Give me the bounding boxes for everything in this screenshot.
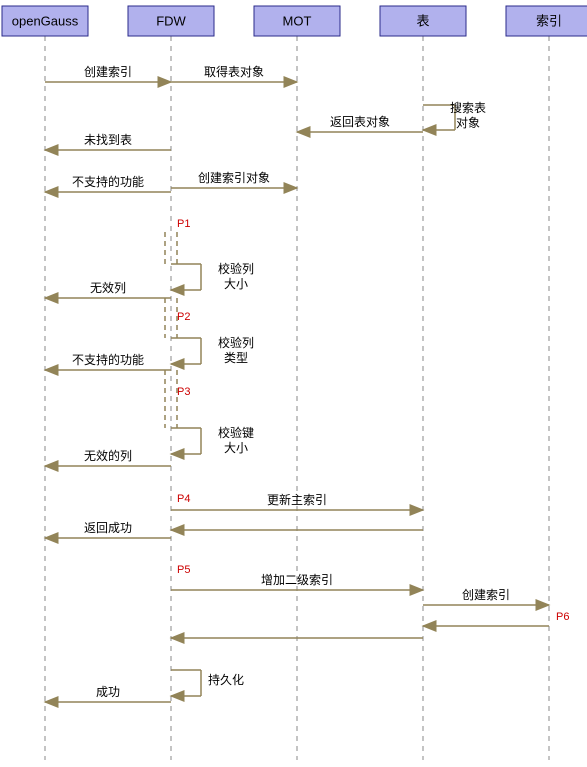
message-label: 返回成功 — [84, 521, 132, 535]
message-label: 返回表对象 — [330, 115, 390, 129]
message-label: 未找到表 — [84, 133, 132, 147]
p-label: P4 — [177, 493, 190, 505]
message-label: 校验列 — [218, 335, 254, 350]
p-label: P6 — [556, 611, 569, 623]
participant-label: MOT — [283, 13, 312, 28]
participant-label: FDW — [156, 13, 186, 28]
p-label: P2 — [177, 311, 190, 323]
message-label: 对象 — [456, 116, 480, 130]
message-label: 无效的列 — [84, 448, 132, 463]
message-label: 大小 — [224, 441, 248, 455]
message-label: 不支持的功能 — [72, 174, 144, 189]
message-label: 类型 — [224, 351, 248, 365]
message-label: 增加二级索引 — [261, 573, 333, 587]
message-label: 创建索引 — [84, 65, 132, 79]
participant-label: openGauss — [12, 13, 79, 28]
message-label-group: 校验列大小 — [218, 261, 254, 291]
sequence-diagram: openGauss FDW MOT 表 索引创建索引 取得表对象搜索表对象 返回表对象未找到… — [0, 0, 587, 767]
p-label: P1 — [177, 218, 190, 230]
message-label-group: 校验列类型 — [218, 335, 254, 365]
p-label: P5 — [177, 564, 190, 576]
participant-label: 索引 — [536, 13, 562, 28]
message-label-group: 持久化 — [208, 672, 244, 687]
message-label-group: 校验键大小 — [218, 425, 254, 455]
message-label: 大小 — [224, 277, 248, 291]
message-label: 成功 — [96, 685, 120, 699]
p-label: P3 — [177, 386, 190, 398]
participant-label: 表 — [416, 13, 429, 28]
message-label: 创建索引 — [462, 588, 510, 602]
message-label: 校验键 — [218, 425, 254, 440]
message-label: 更新主索引 — [267, 492, 327, 507]
message-label: 校验列 — [218, 261, 254, 276]
message-label: 不支持的功能 — [72, 352, 144, 367]
message-label: 搜索表 — [450, 100, 486, 115]
message-label: 持久化 — [208, 672, 244, 687]
message-label: 无效列 — [90, 280, 126, 295]
message-label: 取得表对象 — [204, 64, 264, 79]
message-label: 创建索引对象 — [198, 171, 270, 185]
